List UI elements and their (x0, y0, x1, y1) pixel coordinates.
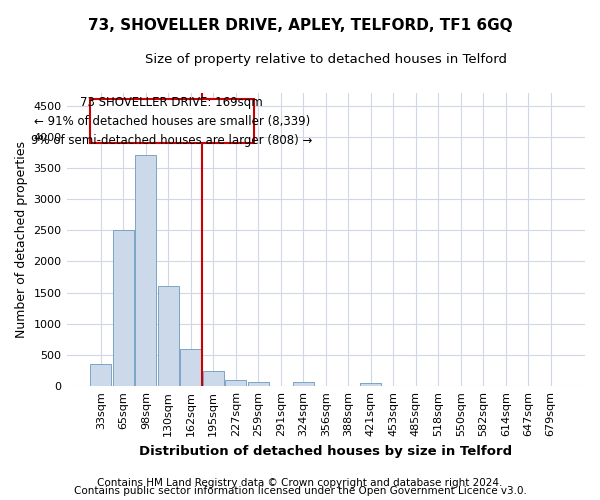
Text: Contains HM Land Registry data © Crown copyright and database right 2024.: Contains HM Land Registry data © Crown c… (97, 478, 503, 488)
Bar (135, 156, 157, 386)
Bar (293, 382, 314, 386)
Bar (203, 370, 224, 386)
Bar (113, 230, 134, 386)
Bar (90, 364, 112, 386)
Bar (248, 382, 269, 386)
X-axis label: Distribution of detached houses by size in Telford: Distribution of detached houses by size … (139, 444, 512, 458)
Title: Size of property relative to detached houses in Telford: Size of property relative to detached ho… (145, 52, 507, 66)
Bar (180, 349, 202, 386)
FancyBboxPatch shape (89, 100, 254, 143)
Text: Contains public sector information licensed under the Open Government Licence v3: Contains public sector information licen… (74, 486, 526, 496)
Y-axis label: Number of detached properties: Number of detached properties (15, 141, 28, 338)
Bar (158, 286, 179, 386)
Text: 73 SHOVELLER DRIVE: 169sqm
← 91% of detached houses are smaller (8,339)
9% of se: 73 SHOVELLER DRIVE: 169sqm ← 91% of deta… (31, 96, 313, 146)
Text: 73, SHOVELLER DRIVE, APLEY, TELFORD, TF1 6GQ: 73, SHOVELLER DRIVE, APLEY, TELFORD, TF1… (88, 18, 512, 32)
Bar (360, 383, 382, 386)
Bar (225, 380, 247, 386)
